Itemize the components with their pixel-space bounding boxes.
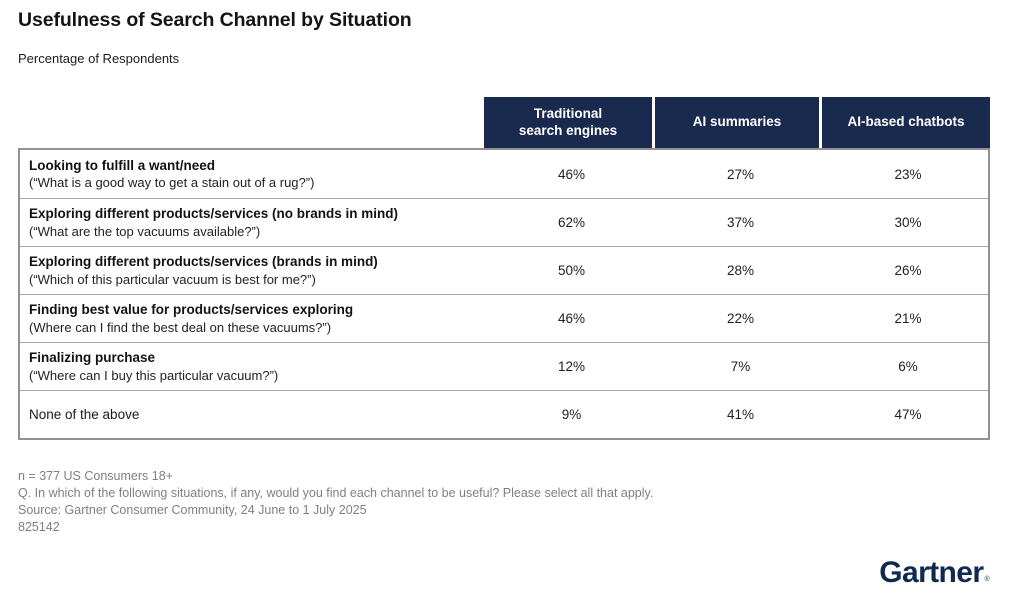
- cell-value: 12%: [557, 359, 586, 374]
- column-header-ai-summaries: AI summaries: [655, 97, 819, 148]
- cell-value: 41%: [726, 407, 755, 422]
- cell-value: 30%: [894, 215, 922, 230]
- cell-value: 27%: [726, 166, 755, 182]
- cell-value: 22%: [726, 311, 755, 326]
- row-label: Exploring different products/services (b…: [29, 254, 378, 270]
- row-label: None of the above: [29, 406, 140, 422]
- cell-value: 21%: [894, 311, 922, 326]
- table-row-exploring-no-brands: Exploring different products/services (n…: [20, 198, 988, 246]
- table-row-finalizing-purchase: Finalizing purchase (“Where can I buy th…: [20, 342, 988, 390]
- cell-value: 50%: [557, 263, 586, 278]
- cell-value: 28%: [726, 263, 755, 278]
- cell-value: 26%: [894, 263, 922, 278]
- footnote-source: Source: Gartner Consumer Community, 24 J…: [18, 503, 367, 517]
- row-label-cell: Exploring different products/services (n…: [20, 199, 486, 246]
- table-row-best-value: Finding best value for products/services…: [20, 294, 988, 342]
- row-caption: (“Which of this particular vacuum is bes…: [29, 271, 316, 287]
- table-row-want-need: Looking to fulfill a want/need (“What is…: [20, 150, 988, 198]
- table-row-exploring-brands: Exploring different products/services (b…: [20, 246, 988, 294]
- table-row-none-of-the-above: None of the above 9% 41% 47%: [20, 390, 988, 438]
- row-label-cell: None of the above: [20, 391, 486, 438]
- row-caption: (“Where can I buy this particular vacuum…: [29, 367, 279, 383]
- cell-value: 37%: [726, 215, 755, 230]
- table-header-row: Traditional search engines AI summaries …: [18, 97, 990, 148]
- cell-value: 46%: [557, 166, 586, 182]
- usefulness-table: Traditional search engines AI summaries …: [18, 97, 990, 440]
- registered-trademark-icon: ®: [984, 576, 989, 583]
- column-header-ai-based-chatbots: AI-based chatbots: [822, 97, 990, 148]
- cell-value: 9%: [561, 407, 582, 422]
- column-header-traditional-search-engines: Traditional search engines: [484, 97, 652, 148]
- gartner-logo: Gartner®: [879, 556, 989, 590]
- row-label-cell: Finding best value for products/services…: [20, 295, 486, 342]
- cell-value: 47%: [894, 407, 922, 422]
- cell-value: 62%: [557, 215, 586, 230]
- table-body: Looking to fulfill a want/need (“What is…: [18, 148, 990, 440]
- page-title: Usefulness of Search Channel by Situatio…: [18, 9, 412, 31]
- cell-value: 6%: [898, 359, 918, 374]
- footnote-id: 825142: [18, 520, 60, 534]
- cell-value: 46%: [557, 311, 586, 326]
- row-label: Looking to fulfill a want/need: [29, 157, 215, 173]
- footnote-question: Q. In which of the following situations,…: [18, 486, 654, 500]
- gartner-logo-text: Gartner: [879, 556, 984, 589]
- cell-value: 23%: [894, 166, 922, 182]
- row-caption: (Where can I find the best deal on these…: [29, 319, 332, 335]
- row-label: Finding best value for products/services…: [29, 302, 354, 318]
- row-caption: (“What are the top vacuums available?”): [29, 223, 261, 239]
- header-spacer: [18, 97, 484, 148]
- row-caption: (“What is a good way to get a stain out …: [29, 175, 315, 191]
- cell-value: 7%: [730, 359, 751, 374]
- row-label: Finalizing purchase: [29, 350, 156, 366]
- page-subtitle: Percentage of Respondents: [18, 51, 180, 66]
- row-label-cell: Looking to fulfill a want/need (“What is…: [20, 150, 486, 198]
- row-label-cell: Finalizing purchase (“Where can I buy th…: [20, 343, 486, 390]
- row-label-cell: Exploring different products/services (b…: [20, 247, 486, 294]
- footnotes: n = 377 US Consumers 18+ Q. In which of …: [18, 468, 653, 536]
- row-label: Exploring different products/services (n…: [29, 206, 399, 222]
- footnote-sample-size: n = 377 US Consumers 18+: [18, 469, 173, 483]
